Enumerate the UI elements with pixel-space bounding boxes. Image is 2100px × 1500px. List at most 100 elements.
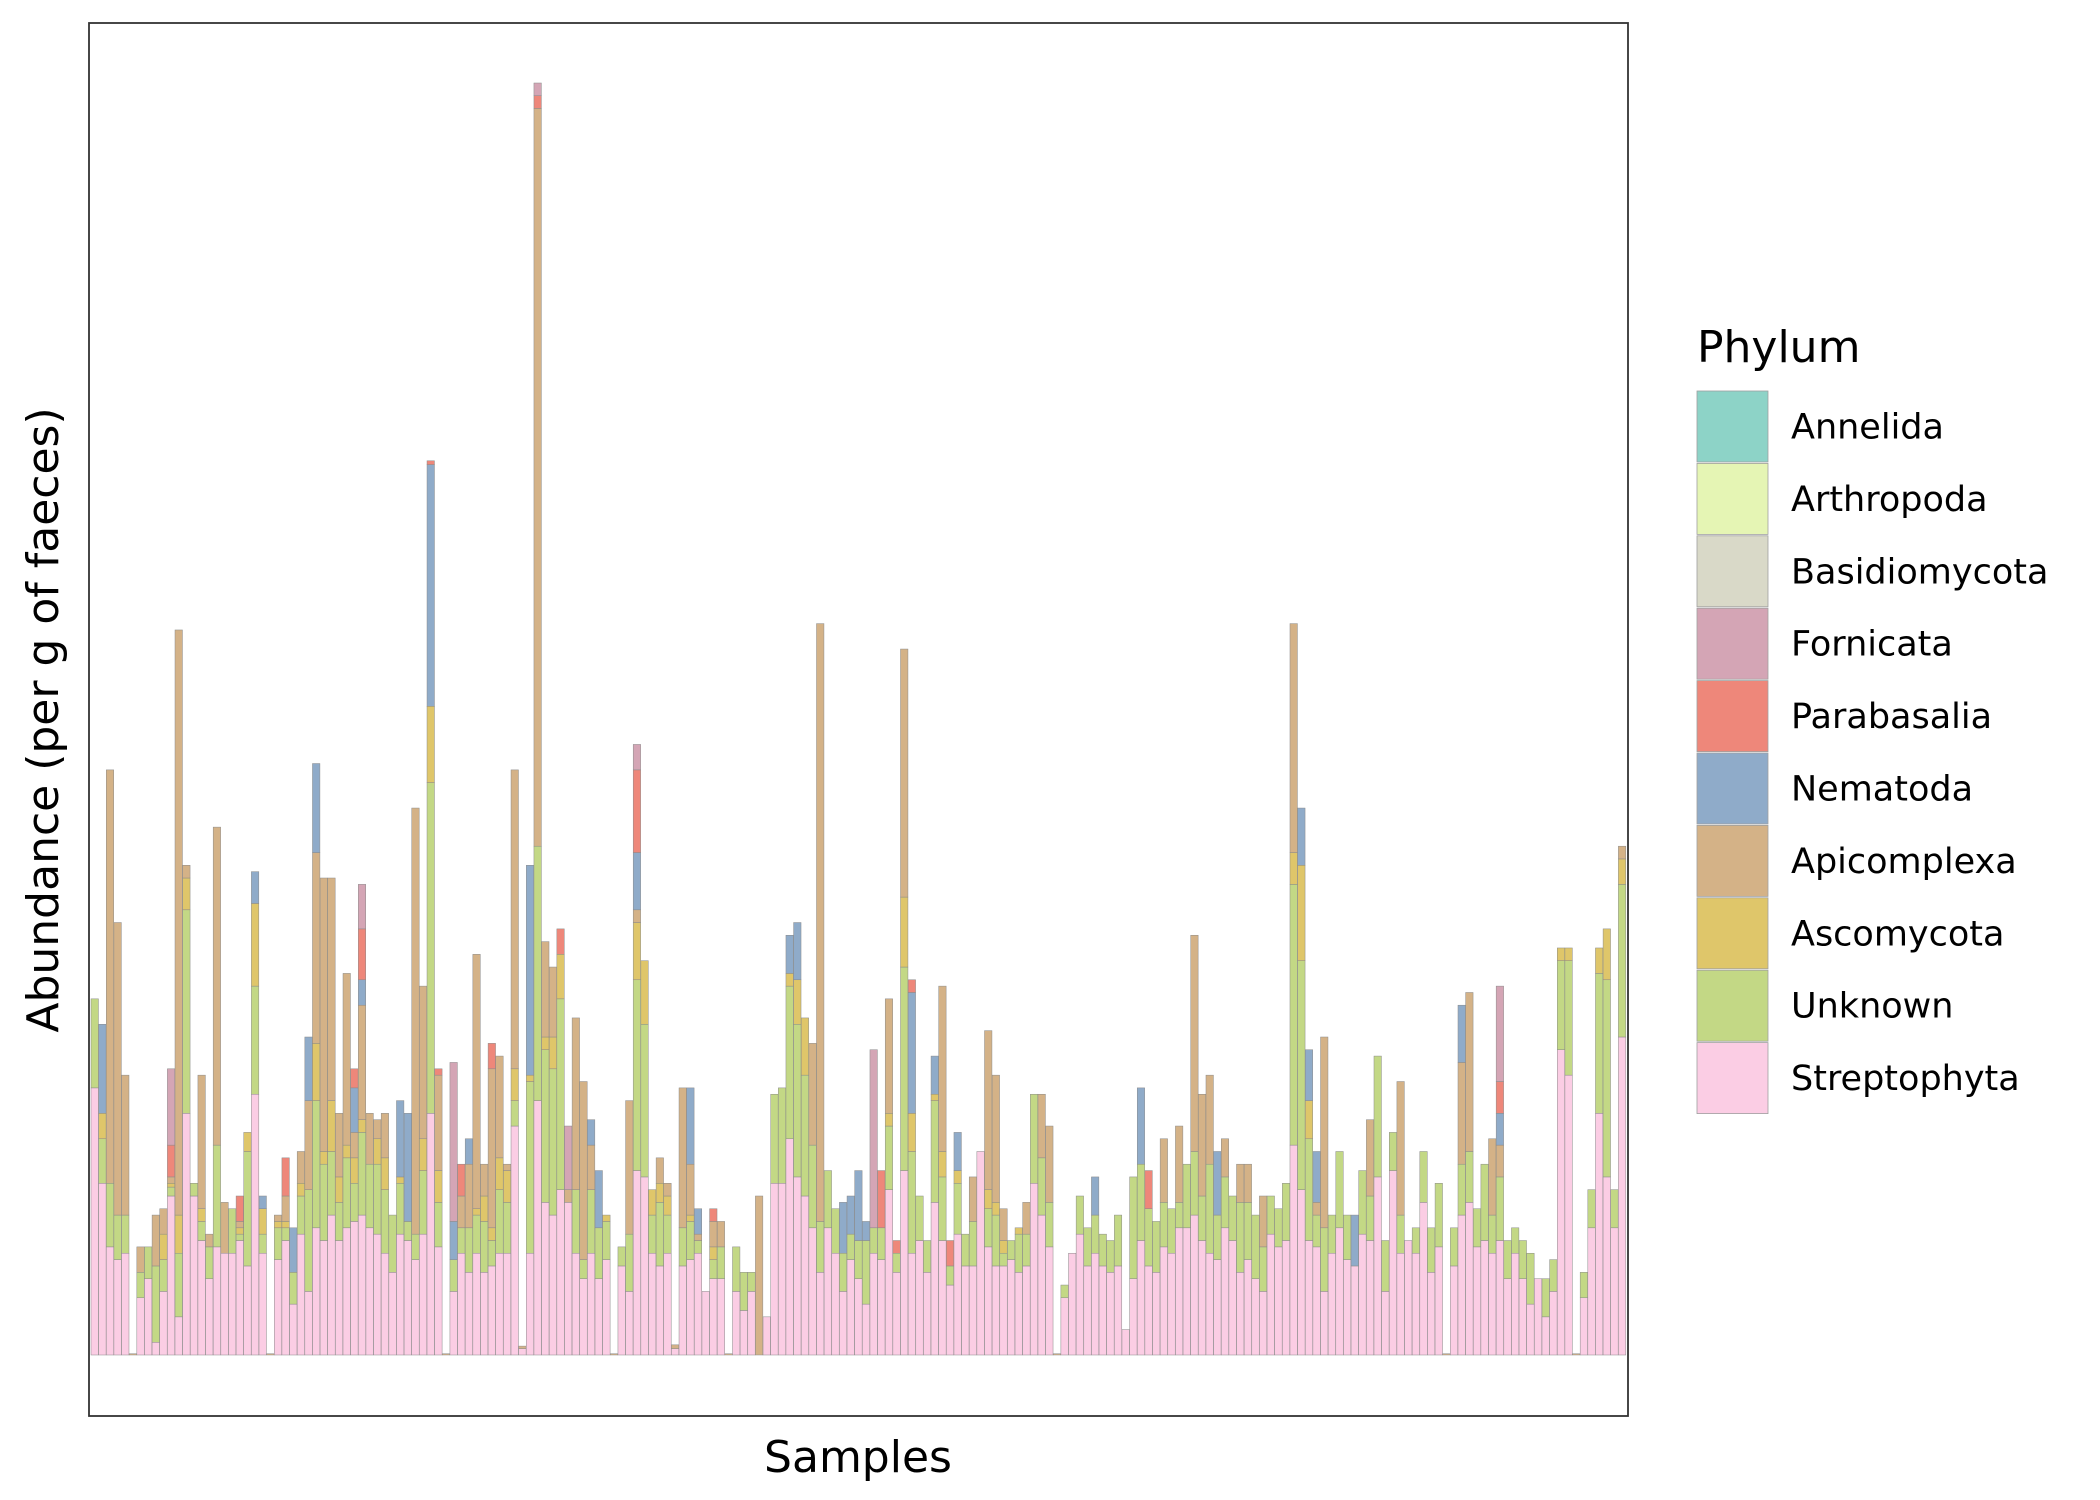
bar-segment-streptophyta-176 <box>1434 1246 1443 1356</box>
bar-segment-nematoda-99 <box>846 1195 855 1235</box>
bar-segment-apicomplexa-25 <box>281 1195 290 1222</box>
bar-segment-streptophyta-187 <box>1518 1278 1527 1356</box>
bar-segment-apicomplexa-78 <box>686 1163 695 1216</box>
bar-segment-apicomplexa-83 <box>724 1353 733 1356</box>
bar-segment-unknown-100 <box>854 1240 863 1279</box>
bar-segment-apicomplexa-32 <box>335 1113 344 1178</box>
bar-segment-parabasalia-107 <box>907 979 916 993</box>
bar-segment-nematoda-44 <box>426 464 435 707</box>
bar-segment-streptophyta-82 <box>716 1278 725 1356</box>
bar-segment-streptophyta-0 <box>90 1087 99 1356</box>
bar-segment-ascomycota-61 <box>556 954 565 1000</box>
bar-segment-unknown-192 <box>1557 960 1565 1050</box>
bar-segment-unknown-27 <box>296 1195 305 1235</box>
bar-segment-streptophyta-1 <box>98 1183 107 1356</box>
bar-segment-streptophyta-39 <box>388 1272 397 1356</box>
bar-segment-streptophyta-197 <box>1595 1113 1604 1356</box>
bar-segment-fornicata-58 <box>533 82 542 96</box>
bar-segment-unknown-28 <box>304 1189 313 1292</box>
bar-segment-apicomplexa-167 <box>1366 1119 1375 1197</box>
bar-segment-streptophyta-175 <box>1427 1272 1436 1356</box>
bar-segment-nematoda-71 <box>632 852 641 911</box>
bar-segment-unknown-24 <box>274 1227 282 1260</box>
bar-segment-unknown-146 <box>1205 1163 1214 1254</box>
bar-segment-apicomplexa-17 <box>220 1202 229 1254</box>
bar-segment-unknown-104 <box>884 1125 893 1190</box>
bar-segment-streptophyta-155 <box>1274 1246 1283 1356</box>
bar-segment-streptophyta-7 <box>144 1278 153 1356</box>
bar-segment-apicomplexa-177 <box>1442 1353 1451 1356</box>
bar-segment-streptophyta-59 <box>541 1202 550 1356</box>
bar-segment-parabasalia-48 <box>457 1163 466 1197</box>
legend-key-fornicata <box>1696 607 1769 680</box>
bar-segment-ascomycota-57 <box>526 1074 534 1082</box>
bar-segment-unknown-41 <box>403 1221 412 1241</box>
bar-segment-nematoda-92 <box>793 922 802 981</box>
bar-segment-streptophyta-45 <box>434 1246 443 1356</box>
bar-segment-fornicata-62 <box>564 1125 573 1190</box>
bar-segment-ascomycota-11 <box>174 1214 183 1254</box>
bar-segment-unknown-190 <box>1541 1278 1550 1318</box>
bar-segment-unknown-191 <box>1549 1259 1558 1292</box>
bar-segment-streptophyta-170 <box>1389 1170 1397 1356</box>
bar-segment-unknown-158 <box>1297 960 1306 1190</box>
bar-segment-unknown-107 <box>907 1151 916 1254</box>
bars-group <box>90 82 1627 1356</box>
bar-segment-streptophyta-151 <box>1243 1259 1252 1356</box>
bar-segment-unknown-92 <box>793 1024 802 1178</box>
bar-segment-streptophyta-43 <box>419 1233 428 1356</box>
bar-segment-ascomycota-81 <box>709 1246 718 1260</box>
bar-segment-unknown-144 <box>1190 1151 1199 1216</box>
bar-segment-streptophyta-16 <box>212 1246 221 1356</box>
bar-segment-unknown-81 <box>709 1259 718 1279</box>
bar-segment-streptophyta-67 <box>602 1259 611 1356</box>
bar-segment-ascomycota-121 <box>1014 1227 1023 1235</box>
bar-segment-unknown-12 <box>182 909 191 1114</box>
bar-segment-ascomycota-74 <box>655 1183 664 1203</box>
bar-segment-streptophyta-188 <box>1526 1303 1535 1356</box>
bar-segment-ascomycota-192 <box>1557 947 1565 961</box>
bar-segment-unknown-52 <box>487 1240 496 1267</box>
bar-segment-nematoda-1 <box>98 1024 107 1114</box>
bar-segment-unknown-119 <box>999 1252 1008 1267</box>
bar-segment-streptophyta-31 <box>327 1214 336 1356</box>
bar-segment-nematoda-113 <box>953 1132 962 1171</box>
bar-segment-streptophyta-91 <box>785 1138 794 1356</box>
bar-segment-nematoda-101 <box>862 1221 871 1241</box>
bar-segment-apicomplexa-49 <box>464 1163 473 1229</box>
bar-segment-ascomycota-20 <box>243 1132 252 1152</box>
bar-segment-streptophyta-195 <box>1579 1297 1588 1356</box>
bar-segment-ascomycota-91 <box>785 973 794 987</box>
bar-segment-apicomplexa-46 <box>442 1353 450 1356</box>
bar-segment-parabasalia-58 <box>533 95 542 109</box>
bar-segment-ascomycota-104 <box>884 1113 893 1127</box>
legend-label-basidiomycota: Basidiomycota <box>1791 552 2048 592</box>
bar-segment-streptophyta-79 <box>694 1252 702 1356</box>
bar-segment-streptophyta-193 <box>1564 1074 1573 1356</box>
bar-segment-streptophyta-168 <box>1373 1176 1382 1356</box>
bar-segment-streptophyta-159 <box>1305 1240 1313 1356</box>
bar-segment-ascomycota-14 <box>197 1208 206 1222</box>
bar-segment-unknown-96 <box>823 1170 832 1229</box>
bar-segment-apicomplexa-76 <box>671 1344 680 1349</box>
bar-segment-unknown-102 <box>869 1227 878 1254</box>
bar-segment-streptophyta-164 <box>1343 1259 1352 1356</box>
bar-segment-streptophyta-136 <box>1129 1278 1138 1356</box>
bar-segment-apicomplexa-117 <box>984 1030 993 1190</box>
bar-segment-parabasalia-34 <box>350 1068 359 1089</box>
bar-segment-apicomplexa-150 <box>1236 1163 1245 1203</box>
bar-segment-apicomplexa-15 <box>205 1233 214 1248</box>
bar-segment-unknown-127 <box>1060 1284 1069 1299</box>
bar-segment-unknown-26 <box>289 1272 298 1305</box>
bar-segment-streptophyta-167 <box>1366 1240 1375 1356</box>
bar-segment-streptophyta-88 <box>762 1316 771 1356</box>
bar-segment-unknown-60 <box>548 1068 557 1216</box>
bar-segment-ascomycota-200 <box>1618 858 1627 885</box>
bar-segment-nematoda-49 <box>464 1138 473 1165</box>
bar-segment-unknown-174 <box>1419 1151 1428 1203</box>
bar-segment-unknown-36 <box>365 1163 374 1229</box>
bar-segment-streptophyta-127 <box>1060 1297 1069 1356</box>
bar-segment-unknown-136 <box>1129 1176 1138 1279</box>
legend-key-basidiomycota <box>1696 535 1769 608</box>
bar-segment-streptophyta-8 <box>151 1342 160 1356</box>
